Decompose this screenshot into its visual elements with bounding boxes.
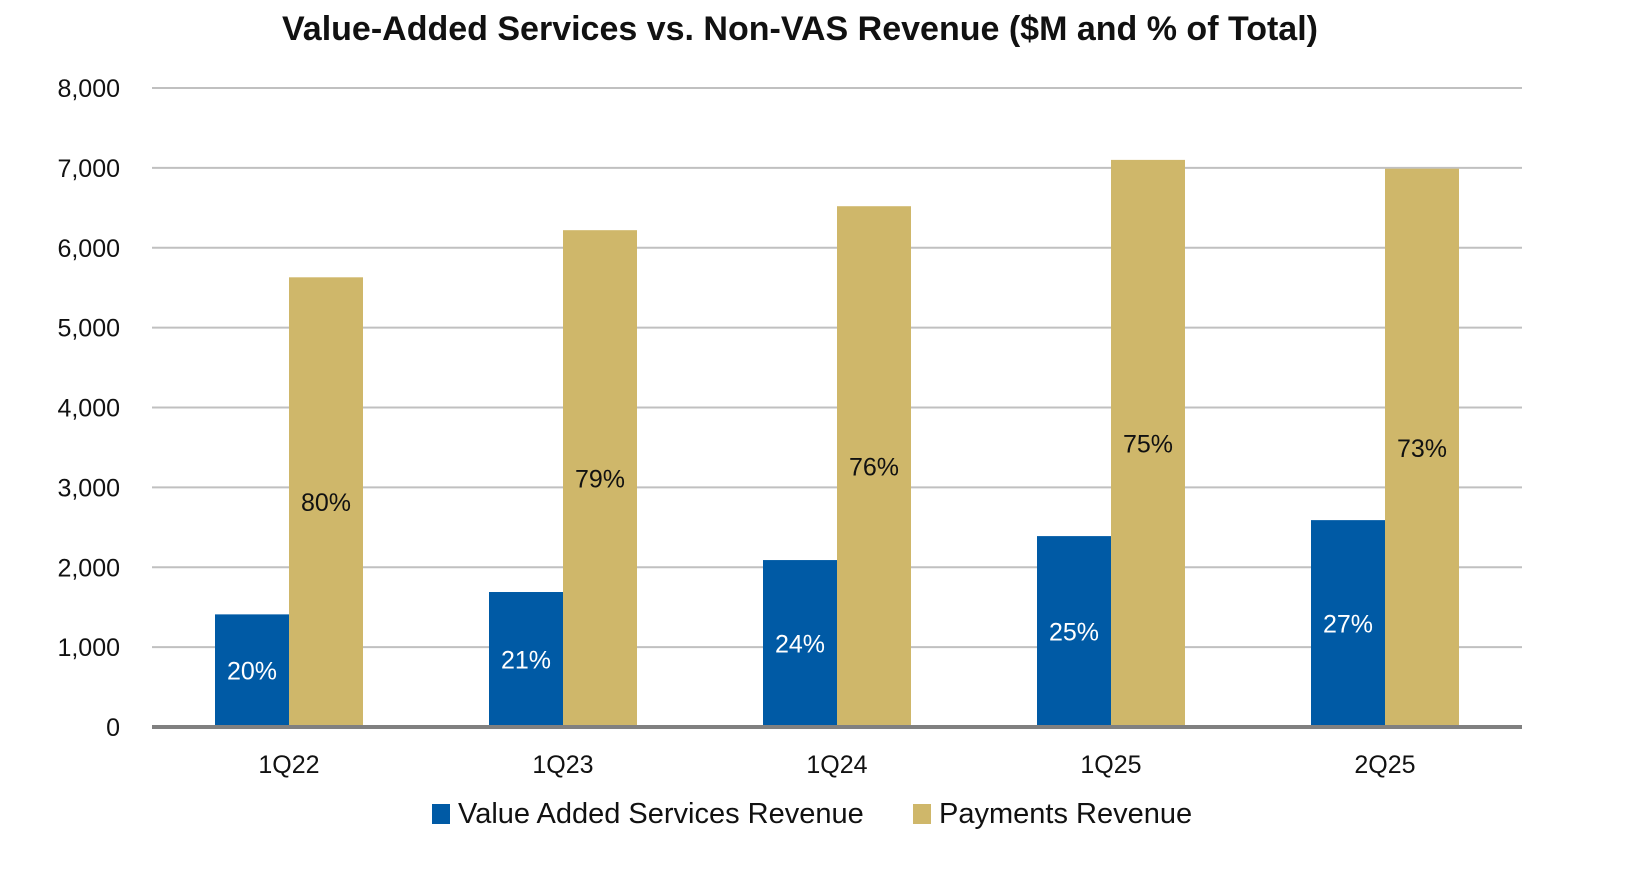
legend-swatch [913, 804, 931, 824]
x-tick-label: 1Q23 [532, 751, 593, 779]
data-label: 20% [227, 658, 277, 686]
data-label: 76% [849, 454, 899, 482]
y-tick-label: 0 [106, 714, 120, 742]
y-tick-label: 6,000 [57, 235, 120, 263]
bar-vas [1311, 520, 1385, 727]
bar-vas [489, 592, 563, 727]
data-label: 73% [1397, 435, 1447, 463]
data-label: 21% [501, 647, 551, 675]
y-tick-label: 2,000 [57, 554, 120, 582]
y-tick-label: 3,000 [57, 474, 120, 502]
y-tick-label: 4,000 [57, 395, 120, 423]
x-tick-label: 2Q25 [1354, 751, 1415, 779]
bar-vas [1037, 536, 1111, 727]
x-tick-label: 1Q25 [1080, 751, 1141, 779]
data-label: 27% [1323, 611, 1373, 639]
x-tick-label: 1Q24 [806, 751, 867, 779]
legend-label: Payments Revenue [939, 798, 1192, 830]
bar-payments [1385, 168, 1459, 727]
y-tick-label: 8,000 [57, 75, 120, 103]
legend-label: Value Added Services Revenue [458, 798, 864, 830]
bar-payments [1111, 159, 1185, 727]
data-label: 24% [775, 631, 825, 659]
y-tick-label: 5,000 [57, 315, 120, 343]
data-label: 75% [1123, 430, 1173, 458]
data-label: 25% [1049, 619, 1099, 647]
data-label: 80% [301, 489, 351, 517]
bar-vas [763, 560, 837, 727]
y-tick-label: 1,000 [57, 634, 120, 662]
bar-payments [563, 230, 637, 728]
legend-swatch [432, 804, 450, 824]
bar-payments [289, 277, 363, 727]
x-tick-label: 1Q22 [258, 751, 319, 779]
data-label: 79% [575, 466, 625, 494]
bar-payments [837, 206, 911, 728]
y-tick-label: 7,000 [57, 155, 120, 183]
bar-vas [215, 614, 289, 727]
chart-title: Value-Added Services vs. Non-VAS Revenue… [282, 10, 1318, 48]
